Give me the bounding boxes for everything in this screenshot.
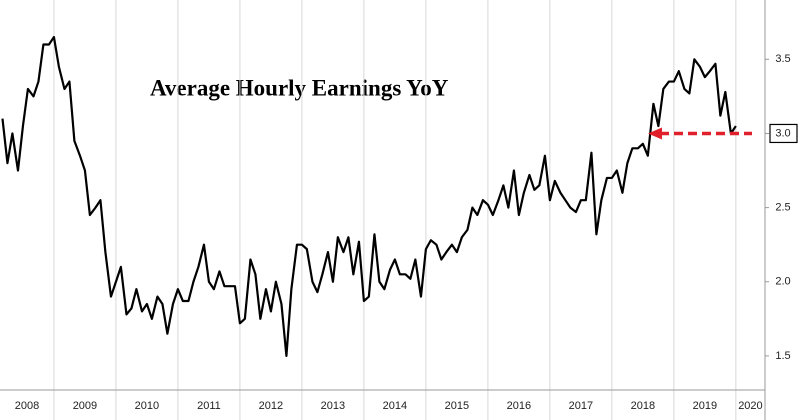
x-tick-label: 2014 bbox=[383, 400, 407, 412]
y-tick-label: 2.0 bbox=[775, 276, 790, 288]
y-tick-label: 3.0 bbox=[775, 127, 790, 139]
y-tick-label: 1.5 bbox=[775, 350, 790, 362]
chart-title: Average Hourly Earnings YoY bbox=[150, 75, 449, 100]
x-tick-label: 2015 bbox=[445, 400, 469, 412]
x-tick-label: 2010 bbox=[135, 400, 159, 412]
x-tick-label: 2009 bbox=[73, 400, 97, 412]
data-line bbox=[1, 35, 737, 357]
x-tick-label: 2020 bbox=[738, 400, 762, 412]
x-tick-label: 2016 bbox=[507, 400, 531, 412]
x-tick-label: 2008 bbox=[15, 400, 39, 412]
y-tick-label: 3.5 bbox=[775, 53, 790, 65]
x-tick-label: 2017 bbox=[569, 400, 593, 412]
x-tick-label: 2011 bbox=[197, 400, 221, 412]
x-tick-label: 2012 bbox=[259, 400, 283, 412]
current-value-box bbox=[769, 123, 798, 144]
x-tick-label: 2019 bbox=[693, 400, 717, 412]
x-tick-label: 2018 bbox=[631, 400, 655, 412]
x-tick-label: 2013 bbox=[321, 400, 345, 412]
y-tick-label: 2.5 bbox=[775, 202, 790, 214]
reference-arrowhead bbox=[648, 127, 662, 140]
